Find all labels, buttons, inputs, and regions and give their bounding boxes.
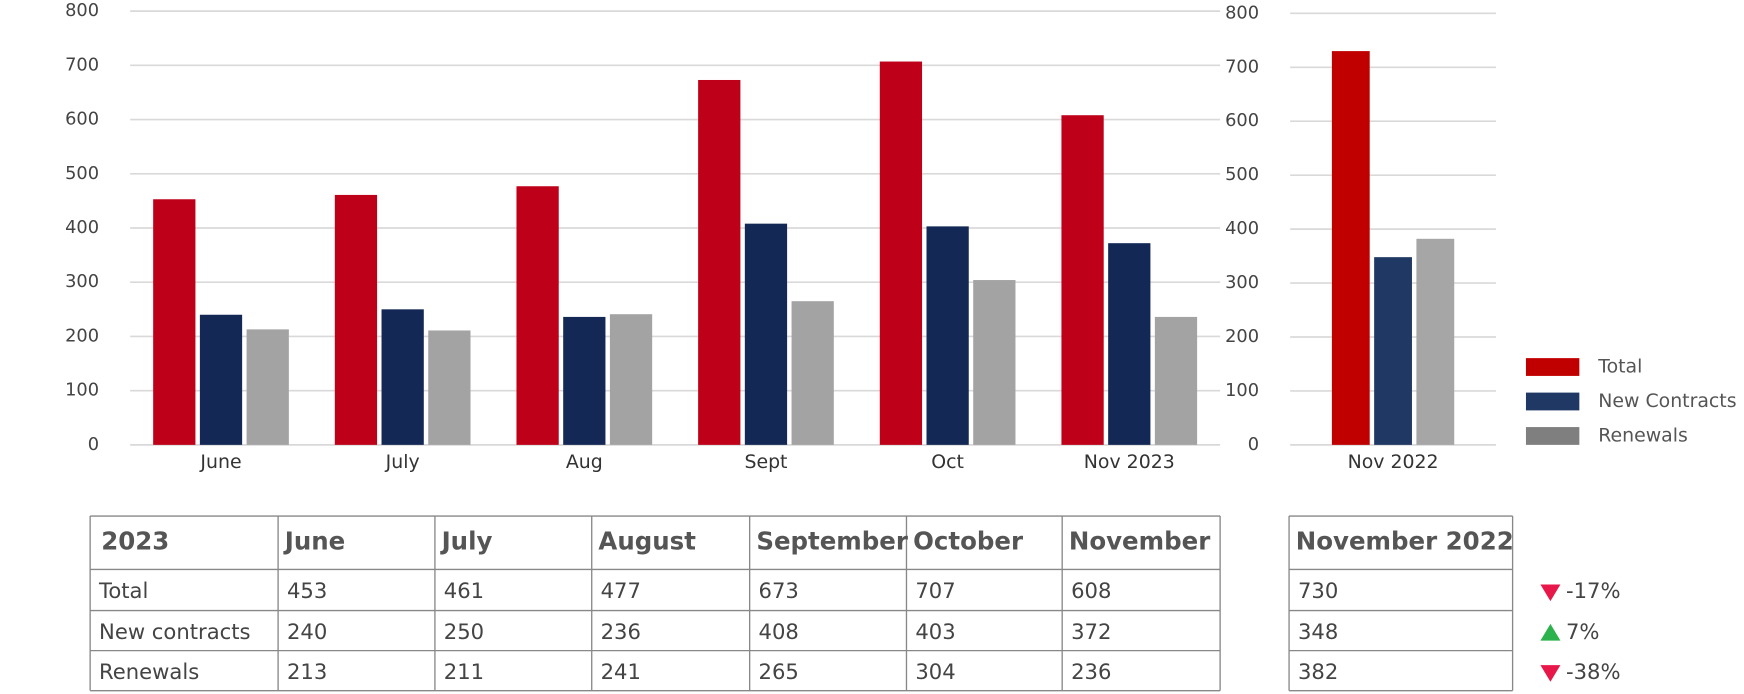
- table-cell: 673: [759, 578, 799, 603]
- bar: [744, 223, 788, 445]
- bar: [381, 309, 424, 445]
- y-tick-label: 600: [1225, 110, 1259, 131]
- legend-label: New Contracts: [1598, 390, 1736, 412]
- bar: [973, 280, 1016, 445]
- table-cell: 240: [287, 619, 327, 644]
- table-cell: Total: [98, 578, 148, 603]
- legend-swatch: [1525, 392, 1580, 411]
- table-cell: 608: [1071, 578, 1111, 603]
- table-header: August: [598, 527, 696, 556]
- bar: [1416, 238, 1455, 445]
- table-cell: Renewals: [99, 659, 199, 684]
- table-cell: 236: [1071, 659, 1111, 684]
- bar: [199, 314, 243, 445]
- table-header: 2023: [101, 527, 169, 556]
- y-tick-label: 200: [65, 325, 99, 346]
- bar: [246, 329, 289, 445]
- table-header: September: [756, 527, 908, 556]
- table-header: October: [913, 527, 1023, 556]
- table-cell: 730: [1298, 578, 1338, 603]
- table-header: November: [1069, 527, 1210, 556]
- change-label: -38%: [1566, 659, 1621, 684]
- bar: [1154, 316, 1198, 445]
- y-tick-label: 300: [1225, 272, 1259, 293]
- table-cell: 382: [1298, 659, 1338, 684]
- legend-swatch: [1525, 358, 1580, 376]
- table-cell: 241: [601, 659, 641, 684]
- y-tick-label: 100: [65, 380, 99, 401]
- x-tick-label: July: [385, 451, 420, 473]
- x-tick-label: June: [199, 451, 241, 473]
- x-tick-label: Nov 2022: [1348, 451, 1439, 473]
- y-tick-label: 0: [1248, 434, 1259, 455]
- table-cell: New contracts: [99, 619, 251, 644]
- y-tick-label: 0: [88, 434, 99, 455]
- bar: [1374, 257, 1412, 445]
- y-tick-label: 100: [1225, 380, 1259, 401]
- bar: [428, 330, 471, 445]
- table-cell: 304: [915, 659, 955, 684]
- legend-label: Renewals: [1598, 424, 1688, 446]
- bar: [791, 301, 834, 445]
- y-tick-label: 800: [1225, 2, 1259, 23]
- table-cell: 707: [915, 578, 955, 603]
- table-cell: 403: [915, 619, 955, 644]
- change-label: -17%: [1566, 578, 1621, 603]
- table-cell: 236: [601, 619, 641, 644]
- legend-swatch: [1525, 427, 1580, 445]
- bar: [609, 314, 653, 445]
- bar: [153, 199, 196, 445]
- x-tick-label: Oct: [931, 451, 964, 473]
- table-cell: 213: [287, 659, 327, 684]
- table-cell: 461: [444, 578, 484, 603]
- x-tick-label: Aug: [566, 451, 603, 473]
- arrow-up: [1540, 623, 1561, 641]
- y-tick-label: 500: [1225, 164, 1259, 185]
- y-tick-label: 200: [1225, 326, 1259, 347]
- legend-label: Total: [1597, 356, 1642, 378]
- y-tick-label: 700: [1225, 56, 1259, 77]
- bar: [879, 61, 923, 445]
- table-cell: 265: [759, 659, 799, 684]
- bar: [516, 186, 559, 445]
- y-tick-label: 800: [65, 0, 99, 21]
- table-cell: 477: [601, 578, 641, 603]
- y-tick-label: 700: [65, 54, 99, 75]
- table-cell: 372: [1071, 619, 1111, 644]
- bar: [1061, 115, 1104, 445]
- table-cell: 408: [759, 619, 799, 644]
- table-header: June: [283, 527, 345, 556]
- y-tick-label: 400: [1225, 218, 1259, 239]
- change-label: 7%: [1566, 619, 1600, 644]
- table-header: November 2022: [1296, 527, 1514, 556]
- y-tick-label: 500: [65, 163, 99, 184]
- table-header: July: [440, 527, 493, 556]
- table-cell: 250: [444, 619, 484, 644]
- y-tick-label: 300: [65, 271, 99, 292]
- bar: [926, 226, 969, 445]
- bar: [698, 79, 741, 445]
- arrow-down: [1540, 584, 1561, 602]
- bar: [563, 316, 606, 445]
- bar: [1108, 243, 1151, 445]
- arrow-down: [1540, 665, 1561, 682]
- table-cell: 453: [287, 578, 327, 603]
- x-tick-label: Sept: [744, 451, 787, 473]
- x-tick-label: Nov 2023: [1084, 451, 1175, 473]
- table-cell: 348: [1298, 619, 1338, 644]
- y-tick-label: 400: [65, 217, 99, 238]
- bar: [1331, 51, 1370, 445]
- bar: [334, 194, 378, 445]
- y-tick-label: 600: [65, 109, 99, 130]
- table-cell: 211: [444, 659, 484, 684]
